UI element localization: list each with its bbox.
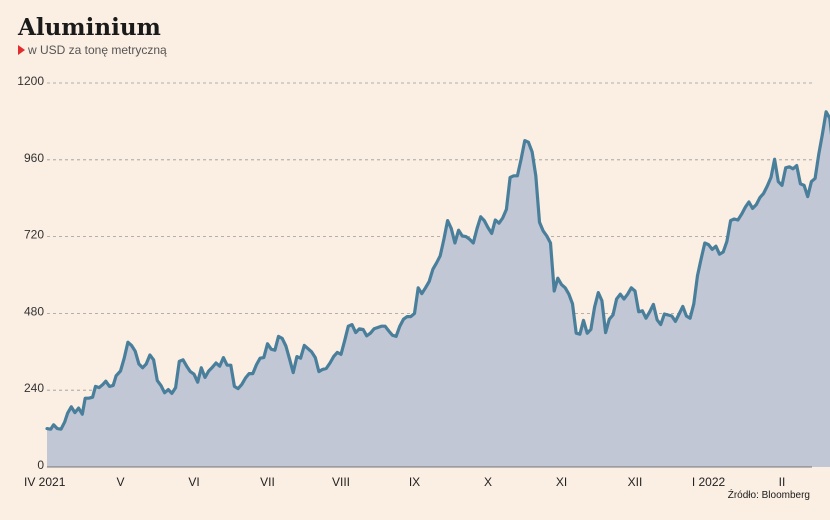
red-triangle-icon — [18, 45, 25, 55]
chart-title: Aluminium — [18, 14, 161, 41]
y-tick-label: 240 — [24, 381, 44, 395]
x-axis-ticks: IV 2021 V VI VII VIII IX X XI XII I 2022 II — [24, 475, 785, 489]
y-tick-label: 1200 — [17, 74, 44, 88]
x-tick-label: II — [779, 475, 786, 489]
x-tick-label: IX — [409, 475, 420, 489]
source-note: Źródło: Bloomberg — [727, 490, 810, 501]
x-tick-label: VII — [260, 475, 275, 489]
x-tick-label: V — [116, 475, 124, 489]
x-tick-label: VI — [188, 475, 199, 489]
y-tick-label: 480 — [24, 304, 44, 318]
x-tick-label: I 2022 — [692, 475, 726, 489]
y-tick-label: 960 — [24, 151, 44, 165]
subtitle-text: w USD za tonę metryczną — [28, 43, 167, 57]
x-tick-label: X — [484, 475, 492, 489]
x-tick-label: XII — [628, 475, 643, 489]
price-area — [47, 111, 830, 467]
x-tick-label: VIII — [332, 475, 350, 489]
y-tick-label: 0 — [37, 458, 44, 472]
y-tick-label: 720 — [24, 228, 44, 242]
x-tick-label: XI — [556, 475, 567, 489]
price-line — [45, 110, 830, 431]
x-tick-label: IV 2021 — [24, 475, 66, 489]
y-axis-ticks: 0 240 480 720 960 1200 — [17, 74, 44, 472]
chart-subtitle: w USD za tonę metryczną — [18, 43, 167, 57]
